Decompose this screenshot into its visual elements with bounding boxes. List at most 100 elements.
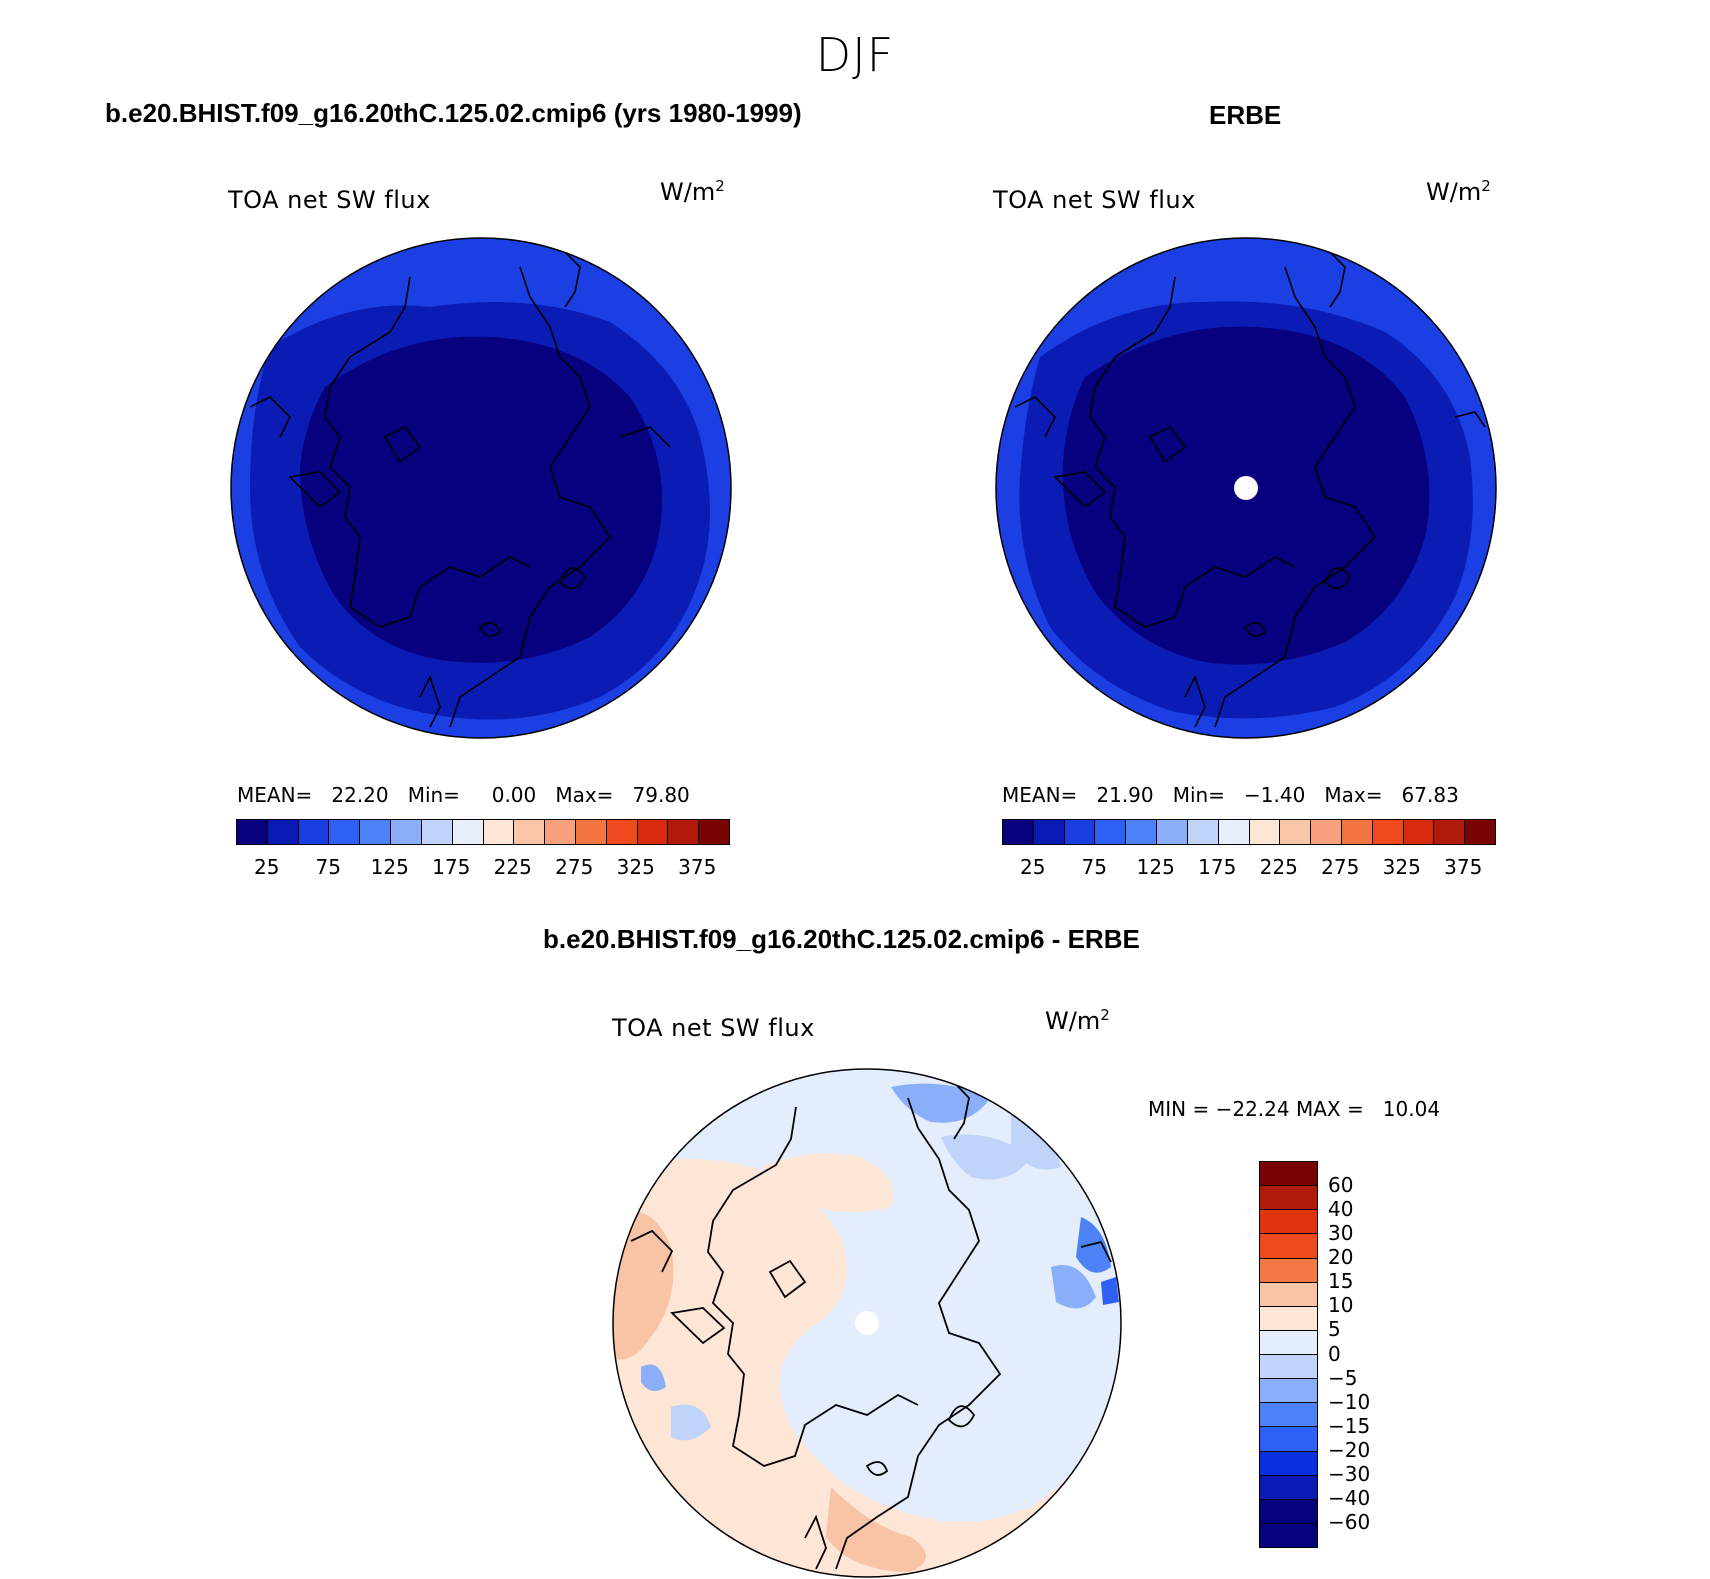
obs-colorbar-tick-label: 175 bbox=[1198, 855, 1237, 879]
model-colorbar-swatch bbox=[545, 820, 576, 844]
model-panel-title: b.e20.BHIST.f09_g16.20thC.125.02.cmip6 (… bbox=[105, 98, 802, 128]
obs-colorbar-swatch bbox=[1157, 820, 1188, 844]
diff-colorbar-tick-label: −5 bbox=[1328, 1365, 1358, 1390]
model-colorbar-swatch bbox=[267, 820, 299, 844]
figure-title: DJF bbox=[815, 28, 895, 82]
diff-missing-pole bbox=[855, 1311, 879, 1335]
model-colorbar-tick-label: 325 bbox=[616, 855, 655, 879]
diff-colorbar bbox=[1259, 1161, 1318, 1548]
obs-colorbar-swatch bbox=[1434, 820, 1466, 844]
model-colorbar-swatch bbox=[298, 820, 330, 844]
diff-colorbar-tick-label: −10 bbox=[1328, 1389, 1371, 1414]
obs-colorbar-tick-label: 325 bbox=[1382, 855, 1421, 879]
obs-colorbar-tick-label: 375 bbox=[1444, 855, 1483, 879]
model-colorbar-tick-label: 75 bbox=[315, 855, 341, 879]
diff-colorbar-tick-label: −60 bbox=[1328, 1509, 1371, 1534]
obs-colorbar-swatch bbox=[1218, 820, 1250, 844]
diff-coastlines bbox=[630, 1076, 1112, 1570]
obs-missing-pole bbox=[1234, 476, 1258, 500]
diff-colorbar-swatch bbox=[1260, 1186, 1317, 1211]
model-colorbar-tick-label: 275 bbox=[555, 855, 594, 879]
model-colorbar bbox=[236, 819, 730, 845]
model-coastlines bbox=[249, 246, 671, 728]
model-colorbar-swatch bbox=[699, 820, 729, 844]
diff-colorbar-tick-label: −40 bbox=[1328, 1485, 1371, 1510]
diff-colorbar-swatch bbox=[1260, 1162, 1317, 1187]
diff-stats: MIN = −22.24 MAX = 10.04 bbox=[1148, 1097, 1441, 1121]
diff-colorbar-swatch bbox=[1260, 1499, 1317, 1524]
obs-colorbar-tick-label: 225 bbox=[1259, 855, 1298, 879]
model-colorbar-swatch bbox=[668, 820, 700, 844]
diff-colorbar-tick-label: 5 bbox=[1328, 1317, 1341, 1342]
obs-colorbar-swatch bbox=[1095, 820, 1127, 844]
diff-panel-title: b.e20.BHIST.f09_g16.20thC.125.02.cmip6 -… bbox=[543, 924, 1140, 954]
diff-colorbar-tick-label: 10 bbox=[1328, 1293, 1354, 1318]
model-colorbar-ticks: 25 75 125 175 225 275 325 375 bbox=[236, 855, 728, 881]
diff-polar-map bbox=[612, 1068, 1122, 1578]
obs-colorbar bbox=[1002, 819, 1496, 845]
diff-colorbar-tick-label: −30 bbox=[1328, 1461, 1371, 1486]
obs-stats: MEAN= 21.90 Min= −1.40 Max= 67.83 bbox=[1002, 783, 1459, 807]
diff-colorbar-tick-label: 20 bbox=[1328, 1245, 1354, 1270]
model-colorbar-swatch bbox=[606, 820, 638, 844]
model-colorbar-swatch bbox=[329, 820, 361, 844]
model-colorbar-swatch bbox=[483, 820, 515, 844]
obs-colorbar-swatch bbox=[1372, 820, 1404, 844]
model-colorbar-swatch bbox=[637, 820, 669, 844]
diff-colorbar-swatch bbox=[1260, 1210, 1317, 1235]
diff-colorbar-swatch bbox=[1260, 1427, 1317, 1452]
obs-colorbar-swatch bbox=[1341, 820, 1373, 844]
diff-colorbar-swatch bbox=[1260, 1306, 1317, 1331]
obs-coastlines bbox=[1014, 246, 1486, 728]
obs-colorbar-tick-label: 75 bbox=[1081, 855, 1107, 879]
model-units-label: W/m2 bbox=[660, 177, 725, 206]
model-colorbar-tick-label: 225 bbox=[493, 855, 532, 879]
diff-colorbar-tick-label: 30 bbox=[1328, 1221, 1354, 1246]
diff-units-label: W/m2 bbox=[1045, 1006, 1110, 1035]
model-colorbar-swatch bbox=[237, 820, 268, 844]
diff-colorbar-swatch bbox=[1260, 1355, 1317, 1380]
diff-colorbar-swatch bbox=[1260, 1330, 1317, 1355]
model-stats: MEAN= 22.20 Min= 0.00 Max= 79.80 bbox=[237, 783, 690, 807]
diff-colorbar-swatch bbox=[1260, 1234, 1317, 1259]
diff-colorbar-tick-label: 0 bbox=[1328, 1341, 1341, 1366]
diff-colorbar-tick-label: −20 bbox=[1328, 1437, 1371, 1462]
model-colorbar-swatch bbox=[575, 820, 607, 844]
obs-colorbar-tick-label: 275 bbox=[1321, 855, 1360, 879]
diff-colorbar-tick-label: 15 bbox=[1328, 1269, 1354, 1294]
obs-colorbar-swatch bbox=[1126, 820, 1158, 844]
obs-colorbar-swatch bbox=[1311, 820, 1342, 844]
obs-colorbar-tick-label: 125 bbox=[1136, 855, 1175, 879]
obs-colorbar-swatch bbox=[1003, 820, 1034, 844]
diff-colorbar-tick-label: 40 bbox=[1328, 1197, 1354, 1222]
obs-polar-map bbox=[995, 237, 1497, 739]
model-colorbar-swatch bbox=[421, 820, 453, 844]
diff-colorbar-swatch bbox=[1260, 1379, 1317, 1404]
model-variable-label: TOA net SW flux bbox=[228, 186, 431, 214]
diff-colorbar-ticks: 60 40 30 20 15 10 5 0 −5 −10 −15 −20 −30 −40 −60 bbox=[1328, 1161, 1388, 1546]
diff-map-patches bbox=[613, 1083, 1121, 1577]
diff-colorbar-tick-label: 60 bbox=[1328, 1173, 1354, 1198]
model-polar-map bbox=[230, 237, 732, 739]
obs-colorbar-swatch bbox=[1280, 820, 1312, 844]
obs-colorbar-swatch bbox=[1064, 820, 1096, 844]
diff-variable-label: TOA net SW flux bbox=[612, 1014, 815, 1042]
model-map-inner-band bbox=[300, 336, 662, 663]
obs-units-label: W/m2 bbox=[1426, 177, 1491, 206]
obs-variable-label: TOA net SW flux bbox=[993, 186, 1196, 214]
diff-colorbar-swatch bbox=[1260, 1403, 1317, 1428]
model-colorbar-swatch bbox=[514, 820, 546, 844]
diff-colorbar-tick-label: −15 bbox=[1328, 1413, 1371, 1438]
diff-colorbar-swatch bbox=[1260, 1475, 1317, 1500]
obs-colorbar-swatch bbox=[1249, 820, 1281, 844]
diff-colorbar-swatch bbox=[1260, 1258, 1317, 1283]
model-colorbar-tick-label: 25 bbox=[254, 855, 280, 879]
model-colorbar-tick-label: 175 bbox=[432, 855, 471, 879]
obs-colorbar-ticks: 25 75 125 175 225 275 325 375 bbox=[1002, 855, 1494, 881]
diff-colorbar-swatch bbox=[1260, 1523, 1317, 1547]
obs-colorbar-swatch bbox=[1033, 820, 1065, 844]
obs-colorbar-swatch bbox=[1403, 820, 1435, 844]
obs-colorbar-tick-label: 25 bbox=[1020, 855, 1046, 879]
model-colorbar-tick-label: 375 bbox=[678, 855, 717, 879]
obs-panel-title: ERBE bbox=[1209, 100, 1282, 130]
